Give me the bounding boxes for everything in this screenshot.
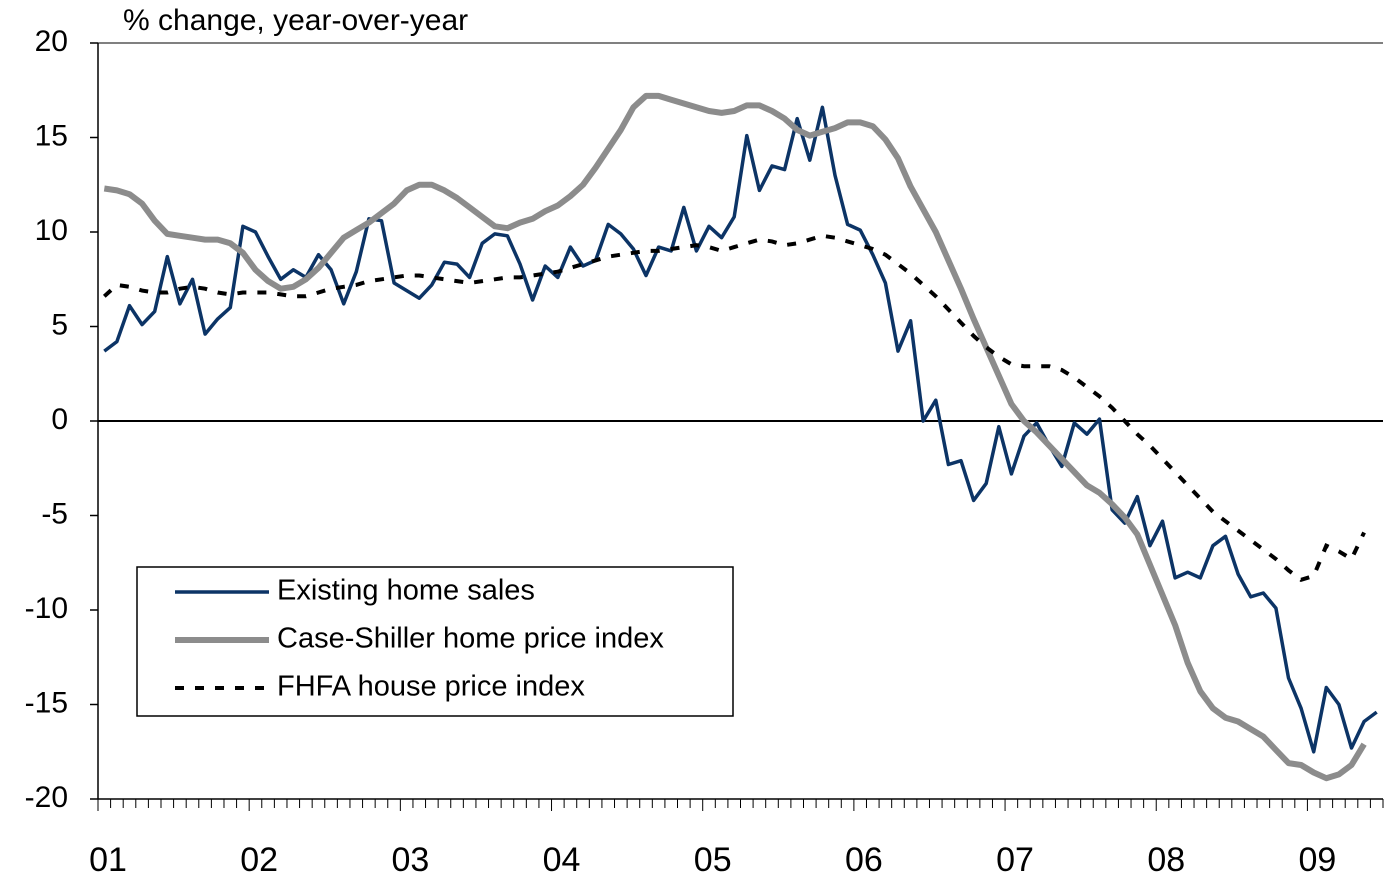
y-tick-label: 0: [51, 403, 68, 436]
legend-label: Existing home sales: [277, 575, 535, 607]
y-tick-label: -10: [25, 592, 68, 625]
legend-label: Case-Shiller home price index: [277, 623, 664, 655]
y-tick-label: 20: [35, 25, 68, 58]
x-tick-label: 08: [1147, 841, 1185, 879]
x-tick-label: 09: [1298, 841, 1336, 879]
y-tick-label: 5: [51, 308, 68, 341]
x-tick-label: 02: [240, 841, 278, 879]
y-tick-label: -20: [25, 781, 68, 814]
y-tick-label: -15: [25, 686, 68, 719]
y-tick-label: 10: [35, 214, 68, 247]
y-tick-label: -5: [41, 497, 68, 530]
x-tick-label: 06: [845, 841, 883, 879]
x-tick-label: 05: [694, 841, 732, 879]
x-tick-label: 03: [391, 841, 429, 879]
legend-label: FHFA house price index: [277, 671, 585, 703]
x-tick-label: 01: [89, 841, 127, 879]
y-tick-label: 15: [35, 119, 68, 152]
series-line: [103, 105, 1378, 754]
x-tick-label: 07: [996, 841, 1034, 879]
series-line: [102, 233, 1366, 583]
x-tick-label: 04: [543, 841, 581, 879]
series-line: [103, 92, 1367, 782]
y-axis-label: % change, year-over-year: [123, 4, 468, 37]
